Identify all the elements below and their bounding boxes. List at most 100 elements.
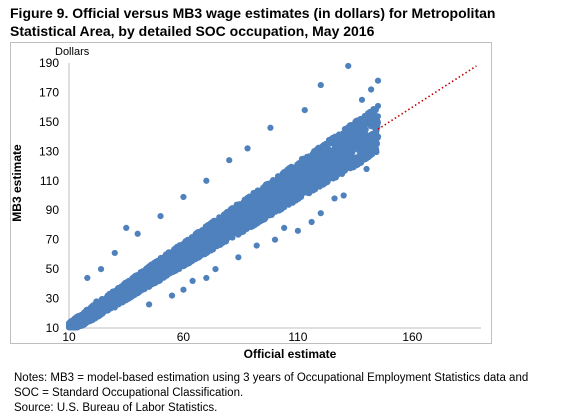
data-point [370,114,377,121]
trend-line-segment [377,65,477,130]
data-point [317,81,324,89]
data-point [212,266,219,273]
data-point [308,218,315,226]
data-point [244,198,251,205]
y-tick-label: 190 [39,56,59,70]
data-point [345,137,352,144]
data-point [137,277,144,285]
data-point [228,209,235,216]
data-point [167,257,175,264]
data-point [306,156,313,163]
x-tick-label: 110 [288,330,307,343]
data-point [187,249,195,257]
data-point [329,170,336,177]
data-point [227,214,234,221]
data-point [146,283,153,290]
x-tick-label: 10 [62,330,76,343]
data-point [84,274,91,282]
y-tick-label: 30 [46,292,60,306]
data-point [100,299,107,307]
data-point [68,324,75,331]
data-point [292,175,299,182]
data-point [247,206,254,213]
data-point [301,160,308,167]
data-point [281,224,288,231]
data-point [271,236,279,243]
source-text: Source: U.S. Bureau of Labor Statistics. [14,402,218,414]
data-point [223,221,230,228]
data-point [221,213,228,220]
data-point [310,175,318,182]
figure-notes: Notes: MB3 = model-based estimation usin… [14,371,554,416]
data-point [316,171,323,178]
data-point [283,199,290,206]
y-axis-label: MB3 estimate [10,144,24,222]
data-point [360,118,367,125]
data-point [235,254,242,261]
data-point [168,262,176,269]
data-point [261,183,269,190]
data-point [348,143,355,150]
data-point [130,282,137,289]
data-point [275,192,282,199]
data-point [356,137,364,144]
x-axis-label: Official estimate [243,347,337,361]
data-point [126,289,134,296]
data-point [311,164,318,171]
data-point [189,277,196,284]
data-point [172,249,179,256]
data-point [203,274,210,282]
data-point [340,192,347,199]
data-point [354,126,361,133]
data-point [84,307,91,314]
data-point [323,179,330,186]
data-point [370,144,377,151]
y-unit-label: Dollars [55,46,90,58]
data-point [313,148,320,155]
data-point [358,123,366,130]
data-point [180,263,187,270]
data-point [123,224,130,231]
data-point [363,165,370,173]
data-point [204,227,211,234]
data-point [347,129,354,136]
data-point [129,274,137,282]
x-tick-label: 60 [177,330,191,343]
data-point [363,148,370,155]
data-point [146,301,153,308]
data-point [164,251,171,258]
data-point [209,231,217,238]
data-point [358,96,366,103]
data-point [182,256,190,264]
data-point [148,272,155,279]
data-point [305,167,312,174]
data-point [249,220,256,227]
data-point [117,289,124,296]
data-point [232,205,240,212]
data-point [123,296,130,304]
data-point [88,314,95,321]
data-point [317,177,324,184]
data-point [294,192,301,199]
data-point [162,255,170,263]
data-point [324,145,331,152]
data-point [182,238,189,246]
data-point [294,227,301,234]
data-point [262,192,270,199]
data-point [267,182,274,189]
data-point [282,190,290,197]
data-point [372,107,379,114]
data-point [291,183,299,190]
data-point [226,157,233,164]
data-point [331,195,338,202]
data-point [335,137,343,145]
y-tick-label: 70 [46,233,60,247]
notes-text: Notes: MB3 = model-based estimation usin… [14,372,529,399]
data-point [253,242,260,249]
data-point [374,77,382,84]
data-point [295,160,303,167]
data-point [118,283,125,290]
data-point [92,308,99,315]
data-point [345,62,352,70]
y-tick-label: 130 [39,144,59,158]
